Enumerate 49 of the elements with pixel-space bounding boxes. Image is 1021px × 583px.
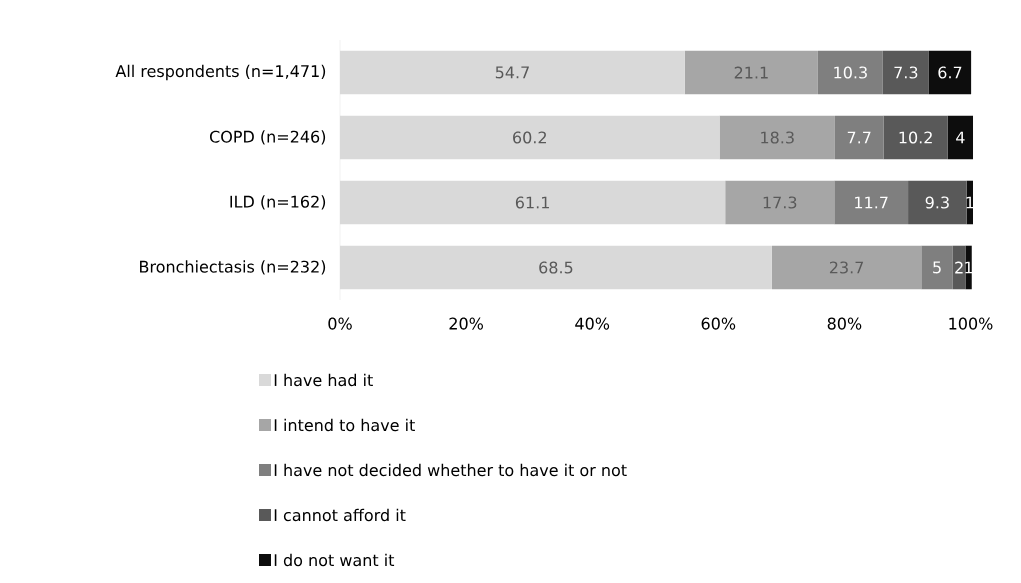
bar	[921, 245, 953, 290]
data-label: 2	[955, 261, 963, 274]
y-tick-label: All respondents (n=1,471)	[115, 64, 326, 81]
x-tick-label: 100%	[949, 317, 993, 330]
data-label: 1	[966, 196, 974, 209]
data-label: 5	[933, 261, 941, 274]
data-label: 4	[956, 131, 965, 144]
data-label: 6.7	[938, 66, 962, 79]
data-label: 60.2	[513, 131, 546, 144]
y-tick-label: COPD (n=246)	[209, 130, 326, 145]
bar	[947, 115, 974, 160]
x-tick-label: 0%	[328, 317, 352, 330]
legend-label: I do not want it	[274, 553, 395, 567]
data-label: 10.3	[834, 66, 867, 79]
legend-label: I have not decided whether to have it or not	[274, 463, 627, 477]
bar	[725, 180, 835, 225]
data-label: 18.3	[761, 131, 794, 144]
bar	[771, 245, 922, 290]
bar	[928, 50, 972, 95]
bar	[834, 115, 884, 160]
data-label: 1	[965, 261, 973, 274]
x-tick-label: 20%	[449, 317, 483, 330]
bar	[908, 180, 967, 225]
x-tick-label: 80%	[827, 317, 862, 330]
x-tick-label: 60%	[701, 317, 736, 330]
data-label: 23.7	[829, 261, 864, 274]
bar	[965, 245, 972, 290]
data-label: 7.7	[847, 131, 871, 144]
bar	[882, 50, 929, 95]
y-tick-label: ILD (n=162)	[230, 195, 326, 210]
bar	[719, 115, 835, 160]
data-label: 10.2	[899, 131, 932, 144]
data-label: 7.3	[894, 66, 918, 79]
data-label: 61.1	[515, 196, 549, 209]
y-tick-label: Bronchiectasis (n=232)	[140, 260, 326, 275]
legend-label: I intend to have it	[274, 418, 415, 432]
legend-label: I have had it	[274, 373, 373, 387]
legend-label: I cannot afford it	[274, 508, 406, 522]
bar	[684, 50, 818, 95]
bar	[834, 180, 909, 225]
data-label: 21.1	[734, 66, 768, 79]
data-label: 17.3	[763, 196, 797, 209]
x-tick-label: 40%	[575, 317, 610, 330]
bar	[817, 50, 883, 95]
bar	[883, 115, 948, 160]
data-label: 54.7	[495, 66, 529, 79]
data-label: 11.7	[855, 196, 888, 209]
data-label: 9.3	[925, 196, 949, 209]
data-label: 68.5	[539, 261, 573, 274]
